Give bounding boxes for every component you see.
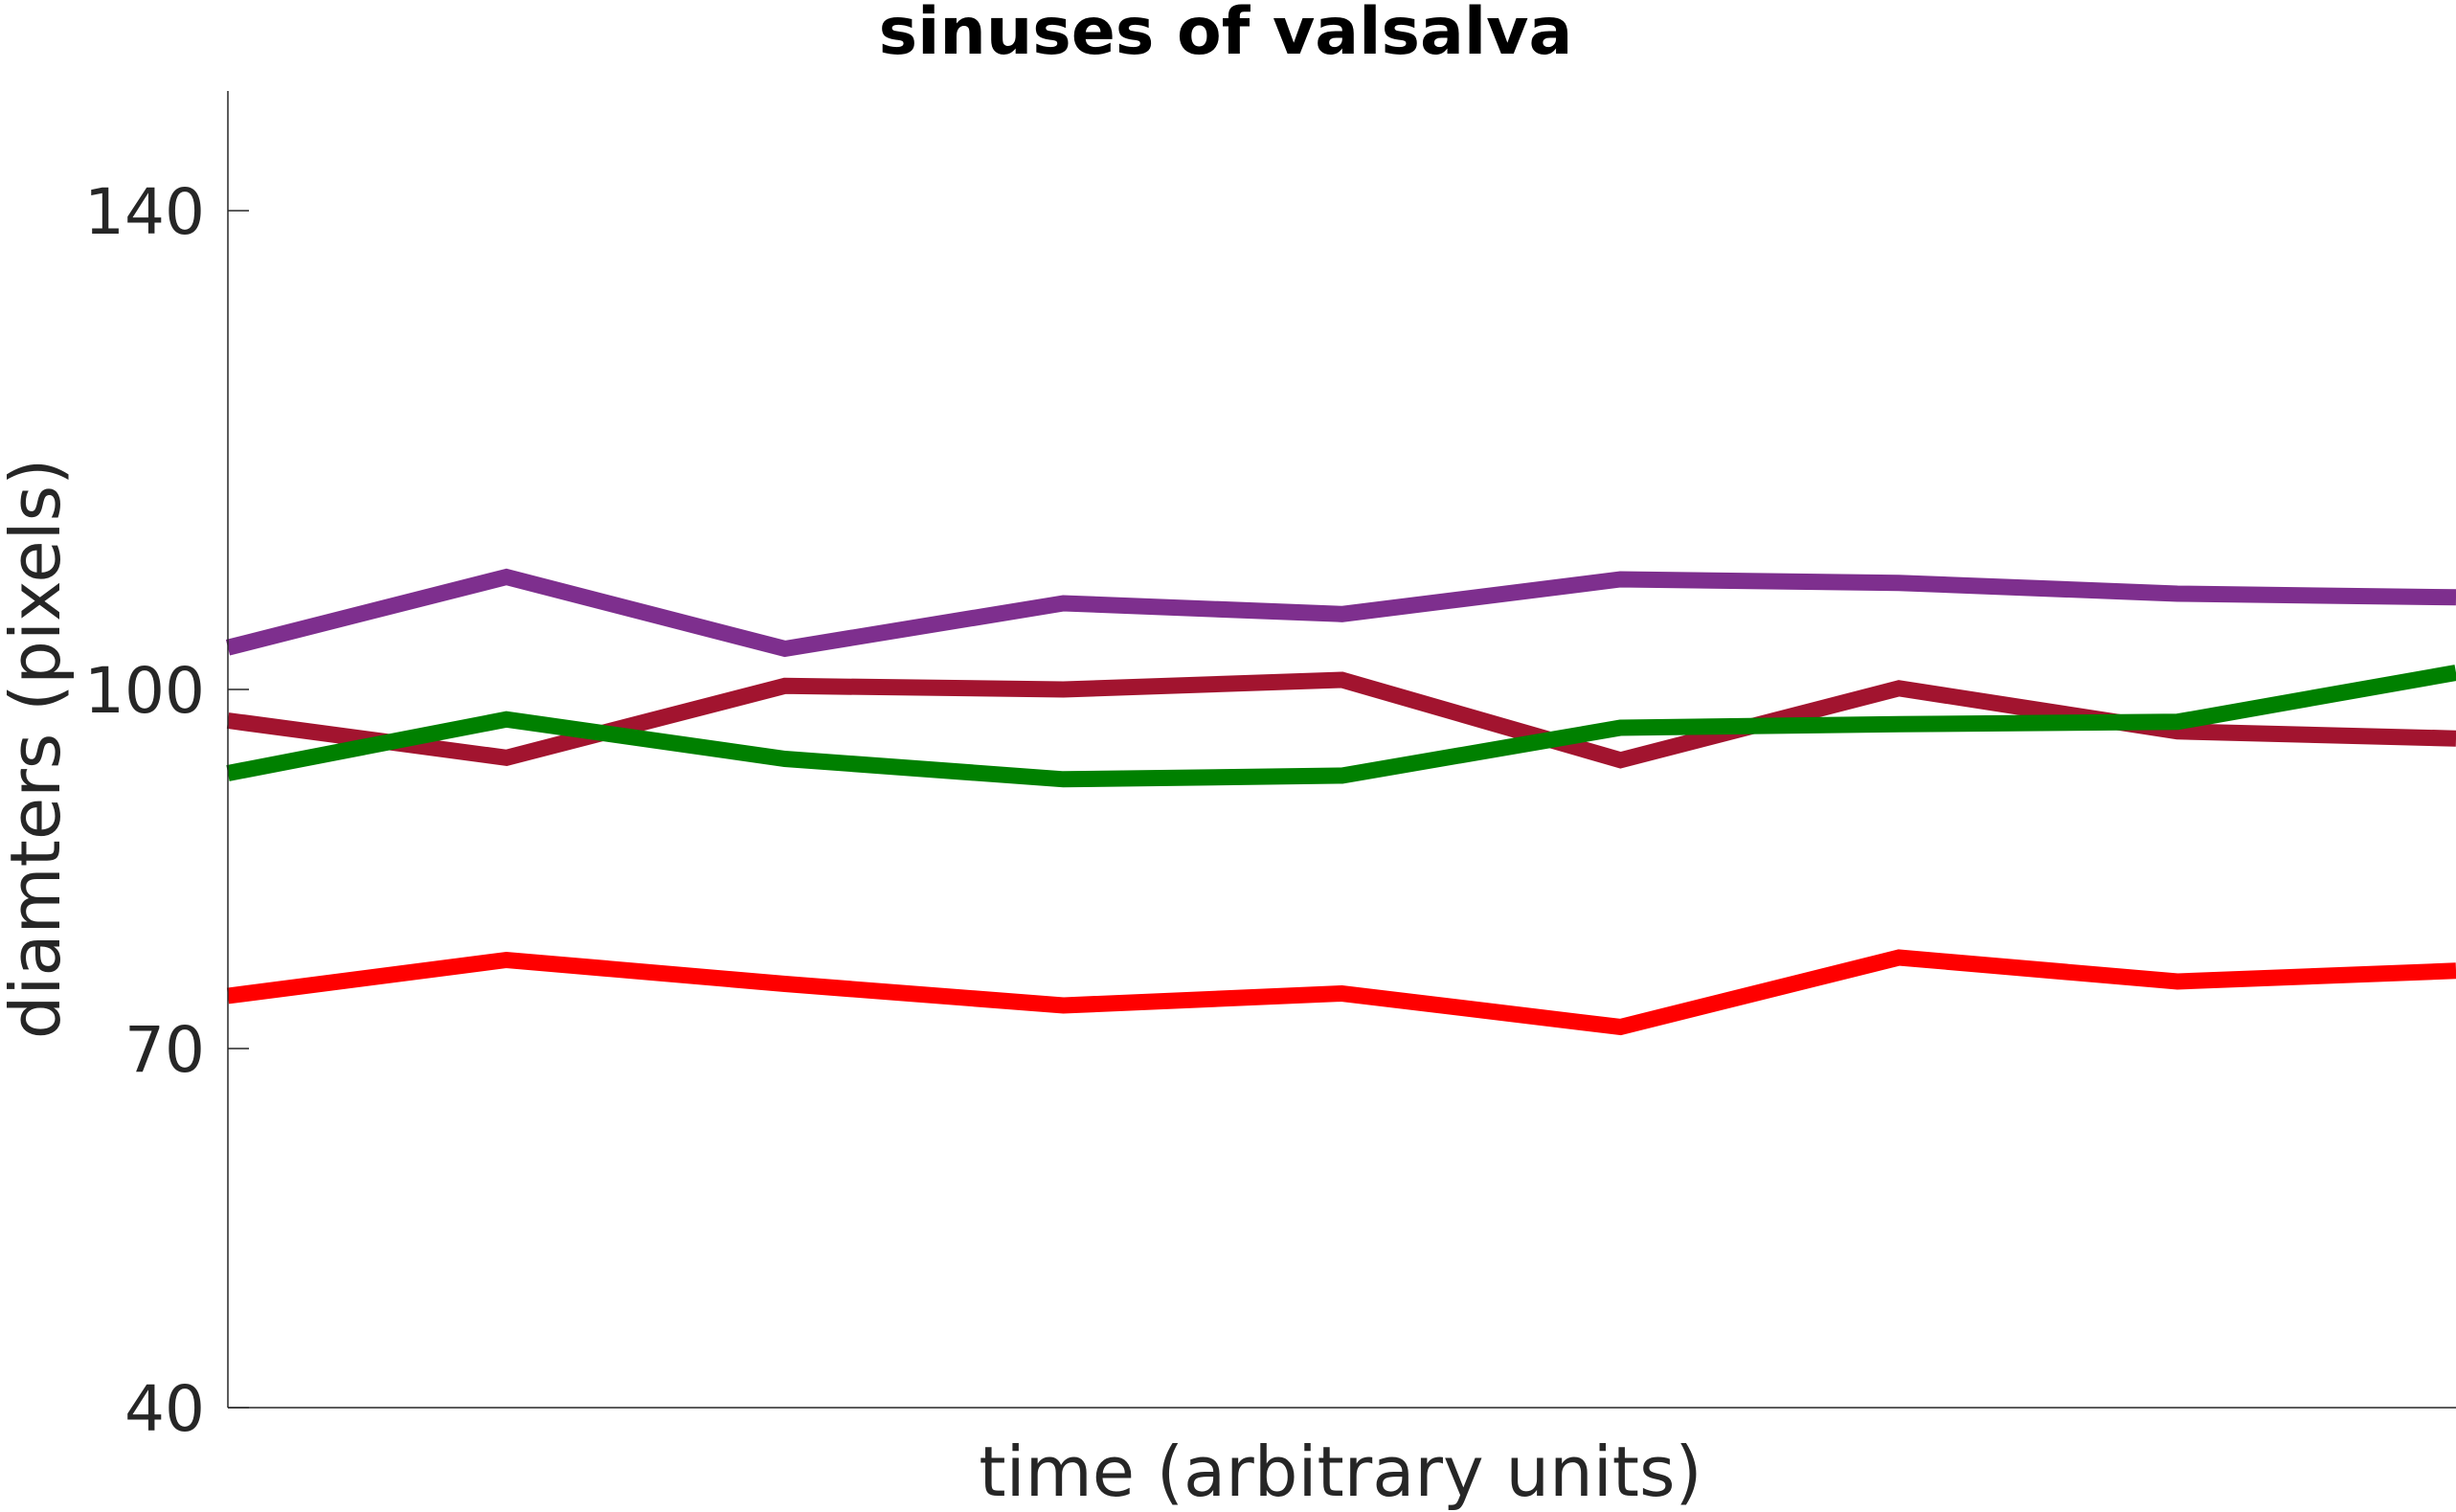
y-tick-label: 40 <box>124 1372 205 1446</box>
series-layer <box>225 568 2456 1036</box>
series-line-1 <box>225 568 2456 658</box>
chart-title: sinuses of valsalva <box>879 0 1573 70</box>
y-tick-layer: 40 70 100 140 <box>84 175 249 1446</box>
y-axis-label: diamters (pixels) <box>0 459 76 1040</box>
series-line-4 <box>226 949 2456 1036</box>
series-line-3 <box>226 665 2456 788</box>
y-tick-label: 70 <box>124 1013 205 1087</box>
x-axis-label: time (arbitrary units) <box>979 1432 1701 1512</box>
y-tick-label: 100 <box>84 654 205 728</box>
y-tick-label: 140 <box>84 175 205 249</box>
